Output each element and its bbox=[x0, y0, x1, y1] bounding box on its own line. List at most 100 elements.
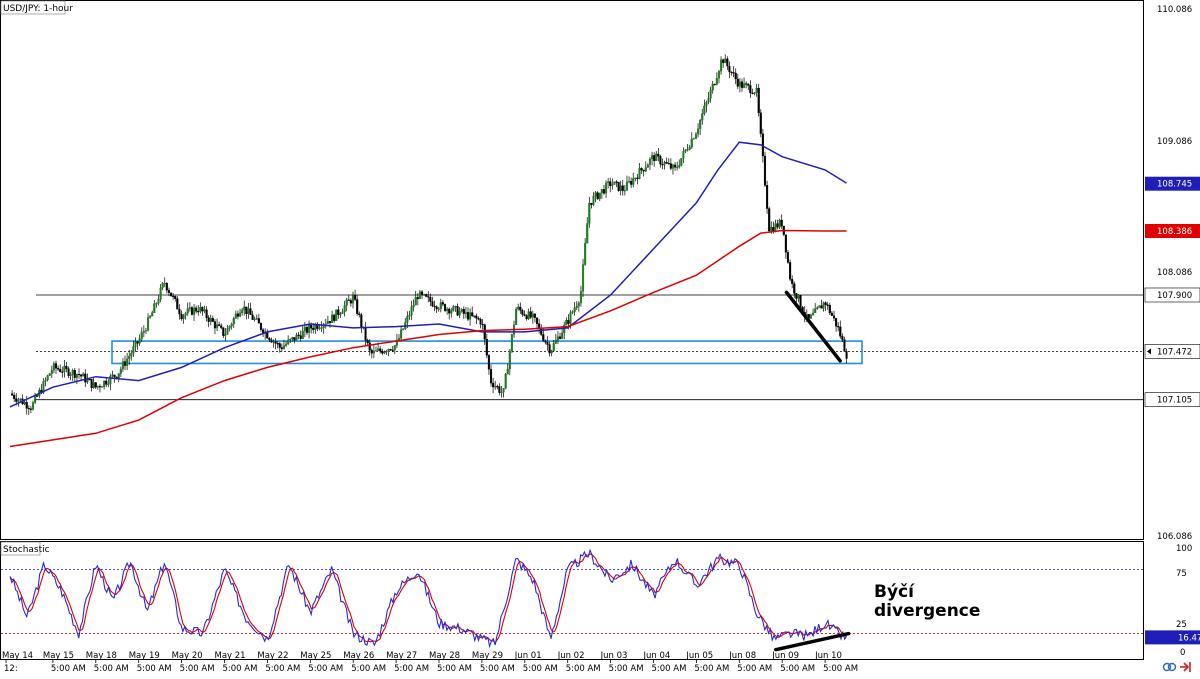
candle-body bbox=[347, 299, 350, 301]
candle-body bbox=[588, 202, 591, 224]
arrow-right-icon[interactable] bbox=[1180, 662, 1191, 672]
candle-body bbox=[100, 386, 104, 388]
candle-body bbox=[462, 309, 465, 314]
candle-body bbox=[195, 307, 198, 312]
candle-body bbox=[113, 374, 116, 378]
candle-body bbox=[469, 312, 472, 320]
candle-body bbox=[423, 294, 426, 296]
candle-body bbox=[364, 327, 367, 341]
candle-body bbox=[705, 101, 708, 107]
candle-body bbox=[157, 299, 160, 304]
x-date-label: May 14 bbox=[2, 651, 33, 661]
candle-body bbox=[48, 373, 51, 376]
candle-body bbox=[460, 309, 463, 312]
candle-body bbox=[59, 369, 62, 372]
candle-body bbox=[586, 223, 589, 244]
candle-body bbox=[123, 361, 127, 366]
candle-body bbox=[316, 324, 319, 329]
candle-body bbox=[220, 325, 223, 328]
candle-body bbox=[387, 349, 390, 352]
candle-body bbox=[224, 334, 227, 336]
candle-body bbox=[542, 334, 545, 341]
candle-body bbox=[450, 310, 453, 314]
candle-body bbox=[236, 313, 240, 317]
candle-body bbox=[747, 83, 750, 86]
candle-body bbox=[757, 87, 760, 113]
candle-body bbox=[713, 83, 716, 86]
candle-body bbox=[19, 398, 22, 400]
candle-body bbox=[287, 339, 290, 345]
candle-body bbox=[75, 373, 78, 378]
candle-body bbox=[140, 332, 143, 339]
candle-body bbox=[797, 295, 800, 299]
candle-body bbox=[144, 330, 147, 332]
candle-body bbox=[745, 83, 748, 85]
candle-body bbox=[661, 164, 664, 166]
candle-body bbox=[820, 305, 823, 309]
x-date-label: May 18 bbox=[86, 651, 117, 661]
candle-body bbox=[71, 370, 74, 375]
candle-body bbox=[571, 311, 574, 313]
candle-body bbox=[692, 138, 695, 140]
candle-body bbox=[456, 306, 459, 316]
candle-body bbox=[546, 342, 549, 345]
candle-body bbox=[726, 58, 729, 67]
candle-body bbox=[786, 252, 790, 263]
candle-body bbox=[174, 296, 177, 299]
candle-body bbox=[795, 293, 798, 299]
candle-body bbox=[510, 334, 513, 352]
candle-body bbox=[289, 338, 292, 341]
candle-body bbox=[308, 324, 311, 333]
candle-body bbox=[479, 319, 482, 325]
candle-body bbox=[659, 156, 662, 165]
x-date-label: Jun 05 bbox=[685, 651, 713, 661]
candle-body bbox=[525, 315, 528, 320]
candle-body bbox=[201, 306, 204, 312]
candle-body bbox=[657, 153, 660, 157]
candle-body bbox=[548, 344, 551, 354]
candle-body bbox=[255, 318, 258, 320]
candle-body bbox=[213, 321, 217, 329]
candle-body bbox=[205, 309, 208, 318]
candle-body bbox=[581, 264, 585, 292]
candle-body bbox=[73, 370, 76, 378]
candle-body bbox=[812, 312, 815, 316]
candle-body bbox=[648, 158, 652, 165]
candle-body bbox=[466, 312, 470, 320]
candle-body bbox=[132, 346, 135, 354]
candle-body bbox=[669, 163, 672, 169]
candle-body bbox=[339, 313, 342, 315]
candle-body bbox=[431, 301, 434, 307]
candle-body bbox=[27, 408, 30, 410]
candle-body bbox=[397, 338, 401, 341]
candle-body bbox=[291, 337, 294, 340]
candle-body bbox=[561, 332, 564, 339]
candle-body bbox=[320, 327, 323, 329]
chart-dynamic-layer: 108.745 108.386 107.900 107.472 107.105 16.47… bbox=[1, 54, 1200, 674]
candle-body bbox=[295, 334, 298, 341]
candle-body bbox=[276, 343, 279, 345]
stochastic-tick-label: 0 bbox=[1180, 648, 1185, 658]
candle-body bbox=[632, 178, 635, 185]
candle-body bbox=[278, 343, 281, 348]
x-date-label: May 26 bbox=[343, 651, 374, 661]
candle-body bbox=[360, 314, 363, 327]
candle-body bbox=[209, 318, 212, 322]
candle-body bbox=[243, 306, 246, 311]
candle-body bbox=[640, 168, 643, 171]
candle-body bbox=[722, 59, 725, 64]
candle-body bbox=[533, 313, 536, 318]
candle-body bbox=[489, 369, 493, 384]
link-icon[interactable] bbox=[1162, 662, 1177, 672]
candle-body bbox=[368, 342, 371, 351]
x-tick-label: 5:00 AM bbox=[652, 664, 687, 674]
candle-body bbox=[701, 113, 704, 121]
candle-body bbox=[299, 335, 302, 339]
price-panel-frame bbox=[0, 0, 1144, 540]
candle-body bbox=[134, 341, 137, 347]
price-badge-box bbox=[1144, 392, 1200, 407]
candle-body bbox=[293, 337, 296, 341]
candle-body bbox=[410, 306, 413, 316]
candle-body bbox=[310, 324, 313, 329]
candle-body bbox=[107, 383, 110, 385]
